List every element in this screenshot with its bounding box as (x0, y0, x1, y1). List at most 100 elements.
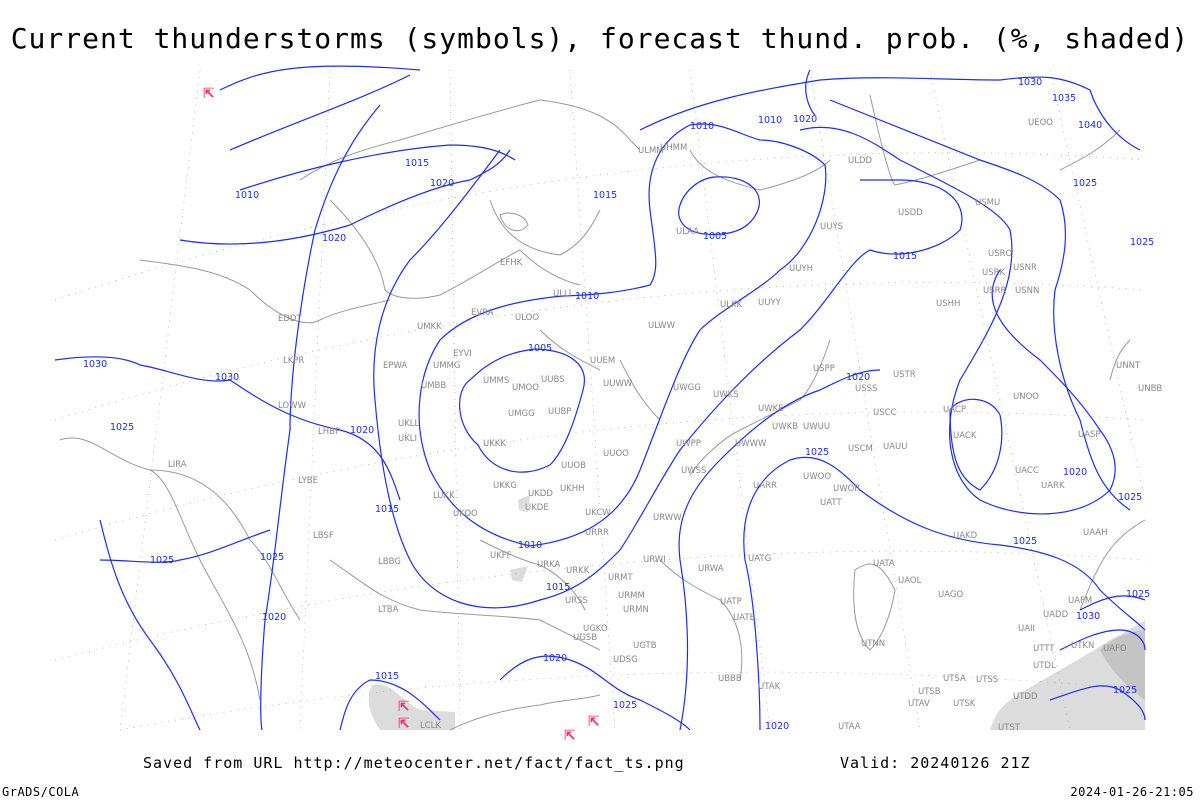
station-label: EVRA (471, 308, 494, 318)
thunderstorm-symbol-icon: ⇱ (564, 728, 576, 744)
isobar-label: 1010 (575, 291, 599, 302)
station-label: UMMS (483, 376, 509, 386)
station-label: UAII (1018, 624, 1035, 634)
isobar-label: 1020 (543, 653, 567, 664)
isobar-label: 1010 (518, 540, 542, 551)
thunderstorm-symbols: ⇱⇱⇱⇱⇱ (203, 86, 600, 744)
station-label: EYVI (453, 349, 472, 359)
station-label: UAKD (953, 531, 978, 541)
station-label: LYBE (298, 476, 318, 486)
isobar-label: 1015 (405, 158, 429, 169)
station-label: UUBS (541, 375, 565, 385)
station-label: UKFF (490, 551, 512, 561)
station-label: UAUU (883, 442, 907, 452)
station-label: UBBB (718, 674, 742, 684)
station-label: UAGO (938, 590, 963, 600)
graticule (54, 69, 1146, 731)
isobar-label: 1020 (322, 233, 346, 244)
isobar-label: 1020 (430, 178, 454, 189)
isobar-label: 1025 (1130, 237, 1154, 248)
station-label: UKKG (493, 481, 517, 491)
station-label: URSS (565, 596, 588, 606)
isobar-label: 1010 (235, 190, 259, 201)
station-label: USRO (988, 249, 1013, 259)
station-label: LHBP (318, 427, 340, 437)
station-label: UASP (1078, 430, 1101, 440)
station-label: UMOO (512, 383, 539, 393)
station-label: UTKN (1071, 641, 1094, 651)
station-label: URRR (585, 528, 609, 538)
station-label: UUYS (820, 222, 843, 232)
station-label: URWI (643, 555, 666, 565)
station-label: LBSF (313, 531, 334, 541)
isobar-label: 1035 (1052, 93, 1076, 104)
thunderstorm-symbol-icon: ⇱ (398, 699, 410, 715)
station-label: UGSB (573, 633, 597, 643)
station-label: UGTB (633, 641, 657, 651)
isobar-label: 1025 (110, 422, 134, 433)
station-label: LKPR (283, 356, 304, 366)
isobar-label: 1025 (1073, 178, 1097, 189)
station-label: USNR (1013, 263, 1037, 273)
isobar-label: 1015 (375, 671, 399, 682)
isobar-labels: 1005 1005 1010 1010 1010 1010 1015 1015 1015 1015… (83, 77, 1154, 732)
station-label: UATA (873, 559, 895, 569)
station-label: LUKK (433, 491, 455, 501)
station-label: ULKK (720, 300, 743, 310)
isobar-label: 1015 (375, 504, 399, 515)
isobar-label: 1025 (150, 555, 174, 566)
isobar-label: 1025 (1126, 589, 1150, 600)
isobar-label: 1020 (262, 612, 286, 623)
station-label: UKLL (398, 419, 420, 429)
station-label: USTR (893, 370, 916, 380)
station-label: UTDL (1033, 661, 1056, 671)
station-label: UWPP (676, 439, 701, 449)
station-label: UWKS (713, 390, 739, 400)
station-label: UMKK (417, 322, 442, 332)
isobars (54, 65, 1146, 731)
station-label: UARR (753, 481, 777, 491)
station-label: UTSB (918, 687, 941, 697)
station-label: UUOB (561, 461, 586, 471)
isobar-label: 1010 (690, 121, 714, 132)
station-label: URMT (608, 573, 633, 583)
station-label: LOWW (278, 401, 307, 411)
station-label: UKLI (398, 434, 417, 444)
station-label: EDDT (278, 314, 302, 324)
station-label: UADD (1043, 610, 1069, 620)
thunderstorm-symbol-icon: ⇱ (588, 714, 600, 730)
station-label: UMMG (433, 361, 460, 371)
station-label: URMM (618, 591, 645, 601)
station-label: ULOO (515, 313, 539, 323)
station-label: UATP (720, 597, 742, 607)
isobar-label: 1030 (1076, 611, 1100, 622)
station-label: LTBA (378, 605, 399, 615)
station-label: UKOO (453, 509, 478, 519)
isobar-label: 1020 (1063, 467, 1087, 478)
station-label: URWW (653, 513, 682, 523)
station-label: UMGG (508, 409, 535, 419)
generated-timestamp: 2024-01-26-21:05 (1070, 785, 1194, 799)
station-label: EPWA (383, 361, 407, 371)
station-label: UACC (1015, 466, 1039, 476)
station-label: URKK (566, 566, 590, 576)
station-label: USNN (1015, 286, 1039, 296)
isobar-label: 1030 (83, 359, 107, 370)
station-label: URWA (698, 564, 724, 574)
station-label: ULWW (648, 321, 676, 331)
station-label: ULAA (676, 227, 699, 237)
station-label: ULDD (848, 156, 873, 166)
isobar-label: 1020 (793, 114, 817, 125)
station-label: UKKK (483, 439, 506, 449)
station-label: UARK (1041, 481, 1065, 491)
isobar-label: 1015 (593, 190, 617, 201)
station-label: UWWW (735, 439, 767, 449)
station-label: USDD (898, 208, 923, 218)
station-label: UTST (998, 723, 1021, 733)
thunderstorm-symbol-icon: ⇱ (398, 716, 410, 732)
station-label: USRK (982, 268, 1006, 278)
station-label: LCLK (420, 721, 441, 731)
station-label: UACP (943, 405, 966, 415)
station-label: ULLI (553, 289, 571, 299)
station-label: UNNT (1116, 361, 1141, 371)
